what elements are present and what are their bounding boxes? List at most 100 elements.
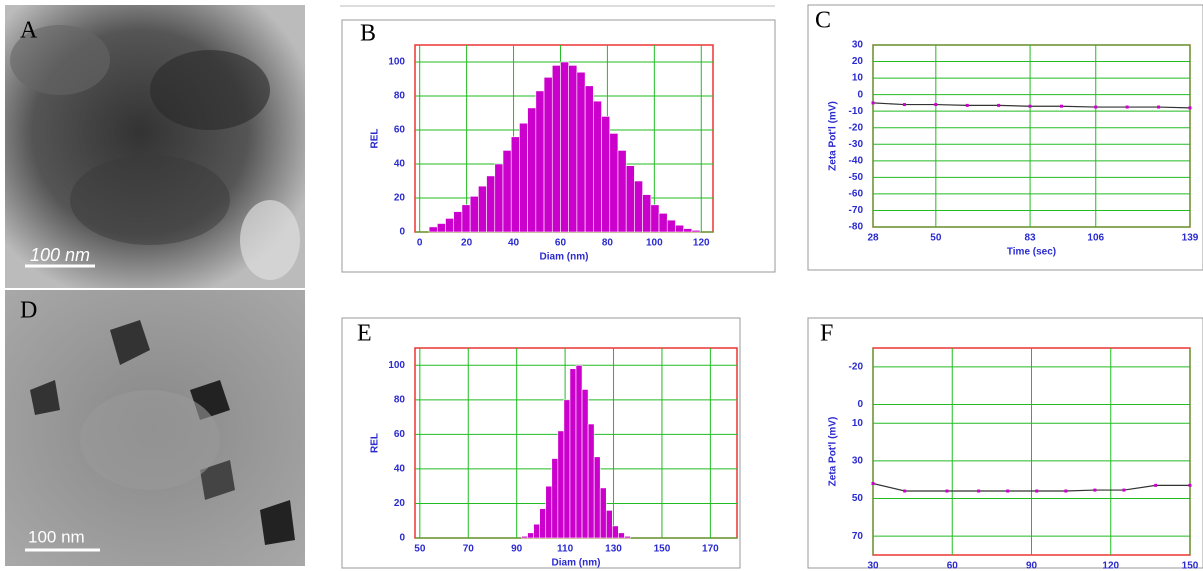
- bar: [557, 430, 565, 539]
- bar: [469, 196, 479, 233]
- bar: [486, 175, 496, 233]
- data-point: [1035, 489, 1039, 493]
- bar: [461, 204, 471, 233]
- y-tick-label: 0: [857, 89, 863, 100]
- bar: [453, 211, 463, 233]
- bar: [683, 228, 693, 233]
- tem-image-a: A 100 nm: [5, 5, 305, 288]
- y-tick-label: 10: [852, 73, 864, 84]
- panel-label: C: [815, 8, 831, 34]
- data-point: [1154, 483, 1158, 487]
- bar: [634, 180, 643, 233]
- y-tick-label: 70: [852, 531, 864, 542]
- data-point: [1188, 106, 1192, 110]
- bar: [510, 136, 520, 233]
- data-point: [1059, 104, 1063, 108]
- bar: [650, 204, 660, 233]
- bar: [428, 226, 438, 233]
- x-tick-label: 150: [654, 544, 671, 555]
- data-point: [1157, 105, 1161, 109]
- bar: [521, 535, 528, 539]
- bar: [575, 364, 583, 539]
- y-tick-label: 30: [852, 40, 864, 51]
- data-point: [1188, 483, 1192, 487]
- bar: [612, 525, 619, 539]
- x-tick-label: 0: [417, 238, 423, 249]
- x-tick-label: 110: [557, 544, 574, 555]
- y-tick-label: 0: [857, 399, 863, 410]
- x-tick-label: 90: [1026, 561, 1038, 571]
- bar: [618, 532, 625, 539]
- x-tick-label: 30: [867, 561, 879, 571]
- data-point: [902, 103, 906, 107]
- bar: [527, 532, 534, 539]
- y-tick-label: 80: [394, 394, 406, 405]
- panel-label: F: [820, 321, 833, 347]
- y-tick-label: 20: [852, 56, 864, 67]
- bar: [691, 230, 701, 233]
- bar: [658, 213, 668, 233]
- bar: [568, 65, 578, 233]
- bar: [494, 163, 504, 233]
- y-tick-label: -40: [849, 155, 864, 166]
- bar: [478, 185, 487, 233]
- bar: [587, 423, 595, 539]
- x-tick-label: 83: [1025, 233, 1037, 244]
- y-tick-label: -20: [849, 361, 864, 372]
- chart-panel: B 0 20 40 60 80 100 0 20 40 60 80 100 120 Diam (nm) REL: [341, 19, 776, 273]
- bar: [624, 535, 631, 539]
- particle: [260, 500, 295, 545]
- panel-label: A: [20, 18, 38, 44]
- x-tick-label: 20: [461, 238, 473, 249]
- data-point: [945, 489, 949, 493]
- panel-label: E: [357, 321, 372, 347]
- bar: [519, 122, 528, 233]
- x-tick-label: 50: [414, 544, 426, 555]
- bar: [533, 523, 540, 539]
- particle: [240, 200, 300, 280]
- y-tick-label: 40: [394, 159, 406, 170]
- bar: [617, 150, 627, 233]
- chart-panel: C -80 -70 -60 -50 -40 -30 -20 -10 0 10 20 30 28 50 83 10…: [807, 4, 1203, 271]
- x-tick-label: 50: [930, 233, 942, 244]
- y-tick-label: 100: [388, 57, 405, 68]
- bar: [569, 368, 577, 539]
- bar: [609, 133, 619, 233]
- data-point: [871, 481, 875, 485]
- chart-panel: F-20010305070306090120150Time (sec)Zeta …: [807, 317, 1203, 571]
- y-tick-label: 0: [399, 533, 405, 544]
- scale-bar-label: 100 nm: [28, 527, 85, 546]
- data-point: [1094, 105, 1098, 109]
- particle: [150, 50, 270, 130]
- data-point: [1122, 488, 1126, 492]
- data-point: [1125, 105, 1129, 109]
- x-tick-label: 28: [867, 233, 879, 244]
- data-point: [1006, 489, 1010, 493]
- y-tick-label: -20: [849, 122, 864, 133]
- bar: [551, 458, 559, 539]
- y-tick-label: -30: [849, 139, 864, 150]
- data-point: [1093, 488, 1097, 492]
- y-tick-label: -70: [849, 205, 864, 216]
- y-tick-label: 60: [394, 429, 406, 440]
- data-point: [977, 489, 981, 493]
- x-tick-label: 150: [1182, 561, 1199, 571]
- x-tick-label: 139: [1182, 233, 1199, 244]
- bar: [593, 100, 602, 233]
- x-axis-title: Time (sec): [1007, 247, 1056, 258]
- y-tick-label: -10: [849, 106, 864, 117]
- y-tick-label: 20: [394, 498, 406, 509]
- panel-label: D: [20, 298, 37, 324]
- y-tick-label: 0: [399, 227, 405, 238]
- x-tick-label: 120: [693, 238, 710, 249]
- data-point: [903, 489, 907, 493]
- bar: [445, 218, 455, 233]
- x-axis-title: Diam (nm): [552, 558, 601, 569]
- bar: [527, 107, 537, 233]
- x-tick-label: 106: [1087, 233, 1104, 244]
- particle: [70, 155, 230, 245]
- y-tick-label: 80: [394, 91, 406, 102]
- x-tick-label: 70: [463, 544, 475, 555]
